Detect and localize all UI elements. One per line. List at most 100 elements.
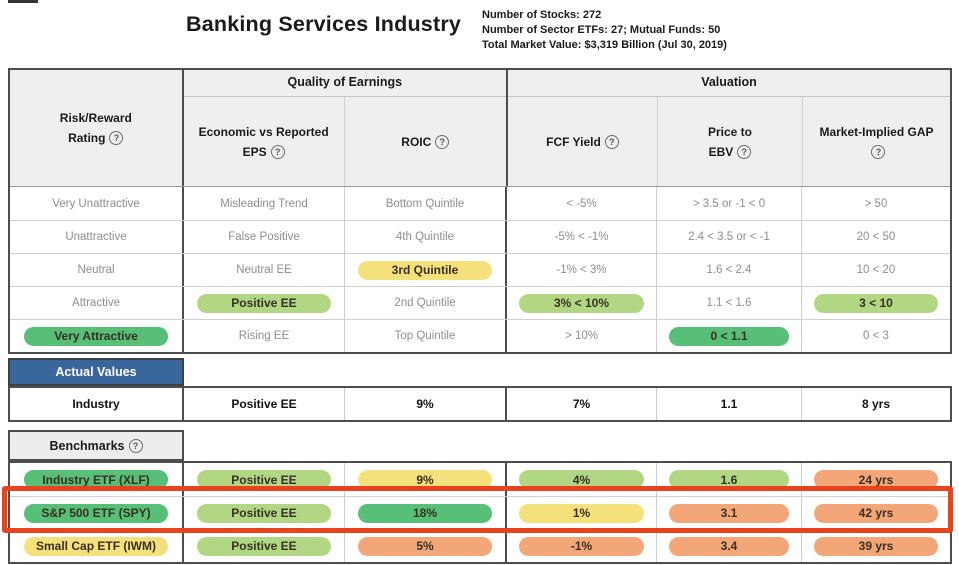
rating-cell: 1.1 < 1.6 <box>706 297 752 309</box>
column-header-market-implied-gap: Market-Implied GAP ? <box>803 97 950 186</box>
benchmark-cell: -1% <box>518 536 645 556</box>
rating-cell: > 10% <box>565 330 598 342</box>
rating-cell: 2nd Quintile <box>394 297 456 309</box>
industry-cell: 1.1 <box>720 397 738 411</box>
industry-cell: Industry <box>72 397 120 411</box>
help-icon[interactable]: ? <box>435 134 450 149</box>
header-label: Market-Implied GAP <box>819 124 934 139</box>
industry-cell: 9% <box>416 397 434 411</box>
rating-cell: < -5% <box>566 197 597 210</box>
benchmark-cell: Positive EE <box>196 503 332 523</box>
rating-cell: Top Quintile <box>394 330 456 342</box>
column-header-roic: ROIC? <box>345 97 506 186</box>
stat-total-market-value: Total Market Value: $3,319 Billion (Jul … <box>482 39 727 51</box>
benchmark-cell: S&P 500 ETF (SPY) <box>23 503 169 523</box>
rating-cell: Rising EE <box>238 330 290 342</box>
help-icon[interactable]: ? <box>109 131 124 145</box>
column-header-risk-reward-rating: Risk/Reward Rating? <box>10 70 184 186</box>
benchmarks-header: Benchmarks? <box>8 430 184 461</box>
benchmark-row-iwm: Small Cap ETF (IWM) Positive EE 5% -1% 3… <box>10 529 950 562</box>
benchmark-cell: Positive EE <box>196 536 332 556</box>
benchmark-cell: 1.6 <box>668 470 790 489</box>
rating-cell: 0 < 3 <box>863 330 889 342</box>
benchmark-row-spy: S&P 500 ETF (SPY) Positive EE 18% 1% 3.1… <box>10 496 950 529</box>
header-label: Rating <box>68 131 106 145</box>
rating-cell: 10 < 20 <box>856 264 896 276</box>
benchmark-cell: 9% <box>357 470 493 489</box>
benchmark-cell: 42 yrs <box>813 503 939 523</box>
rating-criteria-table: Risk/Reward Rating? Quality of Earnings … <box>8 68 952 354</box>
crop-artifact-bar <box>8 0 38 3</box>
rating-cell: Bottom Quintile <box>385 197 465 210</box>
benchmark-cell: 4% <box>518 470 645 489</box>
benchmark-cell: 18% <box>357 503 493 523</box>
group-quality-of-earnings: Quality of Earnings Economic vs Reported… <box>183 70 508 186</box>
header-label: FCF Yield <box>546 134 601 149</box>
page-title: Banking Services Industry <box>186 12 462 36</box>
rating-cell-highlight: 0 < 1.1 <box>668 326 790 346</box>
help-icon[interactable]: ? <box>270 144 285 159</box>
benchmark-cell: 5% <box>357 536 493 556</box>
rating-cell: -1% < 3% <box>556 264 607 276</box>
rating-cell-highlight: 3% < 10% <box>518 293 645 313</box>
rating-cell: Neutral <box>77 264 115 276</box>
benchmarks-table: Industry ETF (XLF) Positive EE 9% 4% 1.6… <box>8 461 952 564</box>
help-icon[interactable]: ? <box>871 144 886 159</box>
group-header-quality-of-earnings: Quality of Earnings <box>183 70 506 97</box>
benchmark-cell: 3.4 <box>668 536 790 556</box>
header-label: Risk/Reward <box>59 111 132 125</box>
table-header: Risk/Reward Rating? Quality of Earnings … <box>10 70 951 187</box>
rating-row-neutral: Neutral Neutral EE 3rd Quintile -1% < 3%… <box>10 253 950 286</box>
actual-values-header: Actual Values <box>8 358 184 386</box>
column-header-price-to-ebv: Price to EBV? <box>658 97 803 186</box>
header-label: Price to <box>707 124 752 139</box>
rating-row-very-unattractive: Very Unattractive Misleading Trend Botto… <box>10 187 950 220</box>
rating-cell: Misleading Trend <box>220 197 308 210</box>
rating-cell: Neutral EE <box>236 264 292 276</box>
industry-cell: 7% <box>572 397 591 411</box>
help-icon[interactable]: ? <box>128 438 143 453</box>
benchmark-cell: 24 yrs <box>813 470 939 489</box>
header-label: Economic vs Reported <box>198 124 329 139</box>
group-header-valuation: Valuation <box>507 70 951 97</box>
industry-cell: Positive EE <box>231 397 297 411</box>
stat-etfs-mutual-funds: Number of Sector ETFs: 27; Mutual Funds:… <box>482 24 721 36</box>
help-icon[interactable]: ? <box>737 144 752 159</box>
rating-cell-highlight: 3 < 10 <box>813 293 939 313</box>
benchmark-row-xlf: Industry ETF (XLF) Positive EE 9% 4% 1.6… <box>10 463 950 496</box>
header-label: EPS <box>242 144 267 159</box>
rating-cell: > 50 <box>864 197 888 210</box>
industry-stats: Number of Stocks: 272 Number of Sector E… <box>482 8 727 53</box>
header-label: EBV <box>708 144 734 159</box>
help-icon[interactable]: ? <box>604 134 619 149</box>
industry-actuals-row: Industry Positive EE 9% 7% 1.1 8 yrs <box>8 386 952 422</box>
industry-cell: 8 yrs <box>861 397 891 411</box>
column-header-fcf-yield: FCF Yield? <box>508 97 658 186</box>
rating-cell-highlight: 3rd Quintile <box>357 260 493 280</box>
stat-number-of-stocks: Number of Stocks: 272 <box>482 9 602 21</box>
benchmarks-label: Benchmarks <box>49 438 125 453</box>
benchmark-cell: Positive EE <box>196 470 332 489</box>
benchmark-cell: Industry ETF (XLF) <box>23 470 169 489</box>
rating-cell: 1.6 < 2.4 <box>706 264 752 276</box>
benchmark-cell: 1% <box>518 503 645 523</box>
benchmark-cell: Small Cap ETF (IWM) <box>23 536 169 556</box>
benchmark-cell: 39 yrs <box>813 536 939 556</box>
rating-row-attractive: Attractive Positive EE 2nd Quintile 3% <… <box>10 286 950 319</box>
rating-cell: 20 < 50 <box>856 231 896 243</box>
rating-cell: -5% < -1% <box>554 231 609 243</box>
rating-cell: 4th Quintile <box>395 231 455 243</box>
group-valuation: Valuation FCF Yield? Price to EBV? Marke… <box>507 70 951 186</box>
rating-cell-highlight: Very Attractive <box>23 326 169 346</box>
column-header-economic-vs-reported-eps: Economic vs Reported EPS? <box>184 97 345 186</box>
header-label: ROIC <box>401 134 432 149</box>
benchmark-cell: 3.1 <box>668 503 790 523</box>
rating-row-very-attractive: Very Attractive Rising EE Top Quintile >… <box>10 319 950 352</box>
rating-cell: Unattractive <box>65 231 127 243</box>
rating-cell: 2.4 < 3.5 or < -1 <box>688 231 770 243</box>
rating-cell-highlight: Positive EE <box>196 293 332 313</box>
rating-cell: > 3.5 or -1 < 0 <box>692 197 766 210</box>
rating-cell: Very Unattractive <box>52 197 140 210</box>
rating-row-unattractive: Unattractive False Positive 4th Quintile… <box>10 220 950 253</box>
